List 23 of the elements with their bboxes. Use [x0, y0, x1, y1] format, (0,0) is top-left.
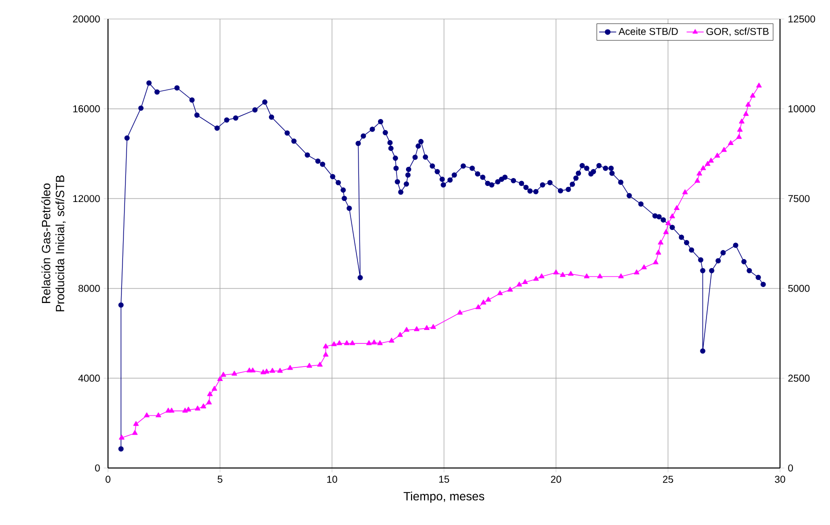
- x-tick-label: 25: [662, 476, 674, 483]
- y2-tick-label: 7500: [788, 195, 810, 202]
- x-tick-label: 10: [327, 476, 338, 483]
- legend-label: Aceite STB/D: [618, 28, 678, 35]
- x-tick-label: 20: [550, 476, 562, 483]
- y2-tick-label: 12500: [788, 15, 816, 23]
- x-tick-label: 5: [218, 476, 222, 483]
- y-axis-title: Relación Gas-Petróleo Producida Inicial, scf/STB: [41, 175, 66, 312]
- y-tick-label: 20000: [73, 15, 100, 23]
- y2-tick-label: 0: [788, 464, 793, 472]
- y-tick-label: 12000: [73, 195, 100, 202]
- y-tick-label: 4000: [78, 374, 100, 382]
- y2-tick-label: 5000: [788, 284, 810, 292]
- legend-label: GOR, scf/STB: [706, 28, 769, 36]
- x-tick-label: 30: [774, 476, 786, 483]
- y-tick-label: 8000: [78, 284, 100, 292]
- y-tick-label: 0: [95, 464, 100, 472]
- y2-tick-label: 10000: [788, 105, 816, 112]
- x-tick-label: 15: [439, 476, 450, 483]
- y2-tick-label: 2500: [788, 374, 810, 382]
- x-tick-label: 0: [106, 476, 110, 483]
- y-tick-label: 16000: [73, 105, 100, 112]
- x-axis-title: Tiempo, meses: [404, 492, 484, 503]
